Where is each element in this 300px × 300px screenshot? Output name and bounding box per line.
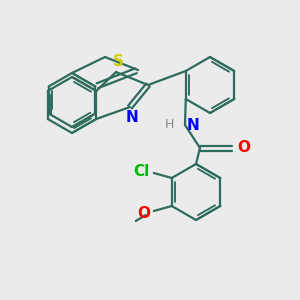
Text: Cl: Cl: [134, 164, 150, 178]
Text: O: O: [137, 206, 150, 220]
Text: S: S: [112, 54, 124, 69]
Text: N: N: [126, 110, 138, 125]
Text: O: O: [237, 140, 250, 155]
Text: H: H: [164, 118, 174, 131]
Text: N: N: [187, 118, 200, 133]
